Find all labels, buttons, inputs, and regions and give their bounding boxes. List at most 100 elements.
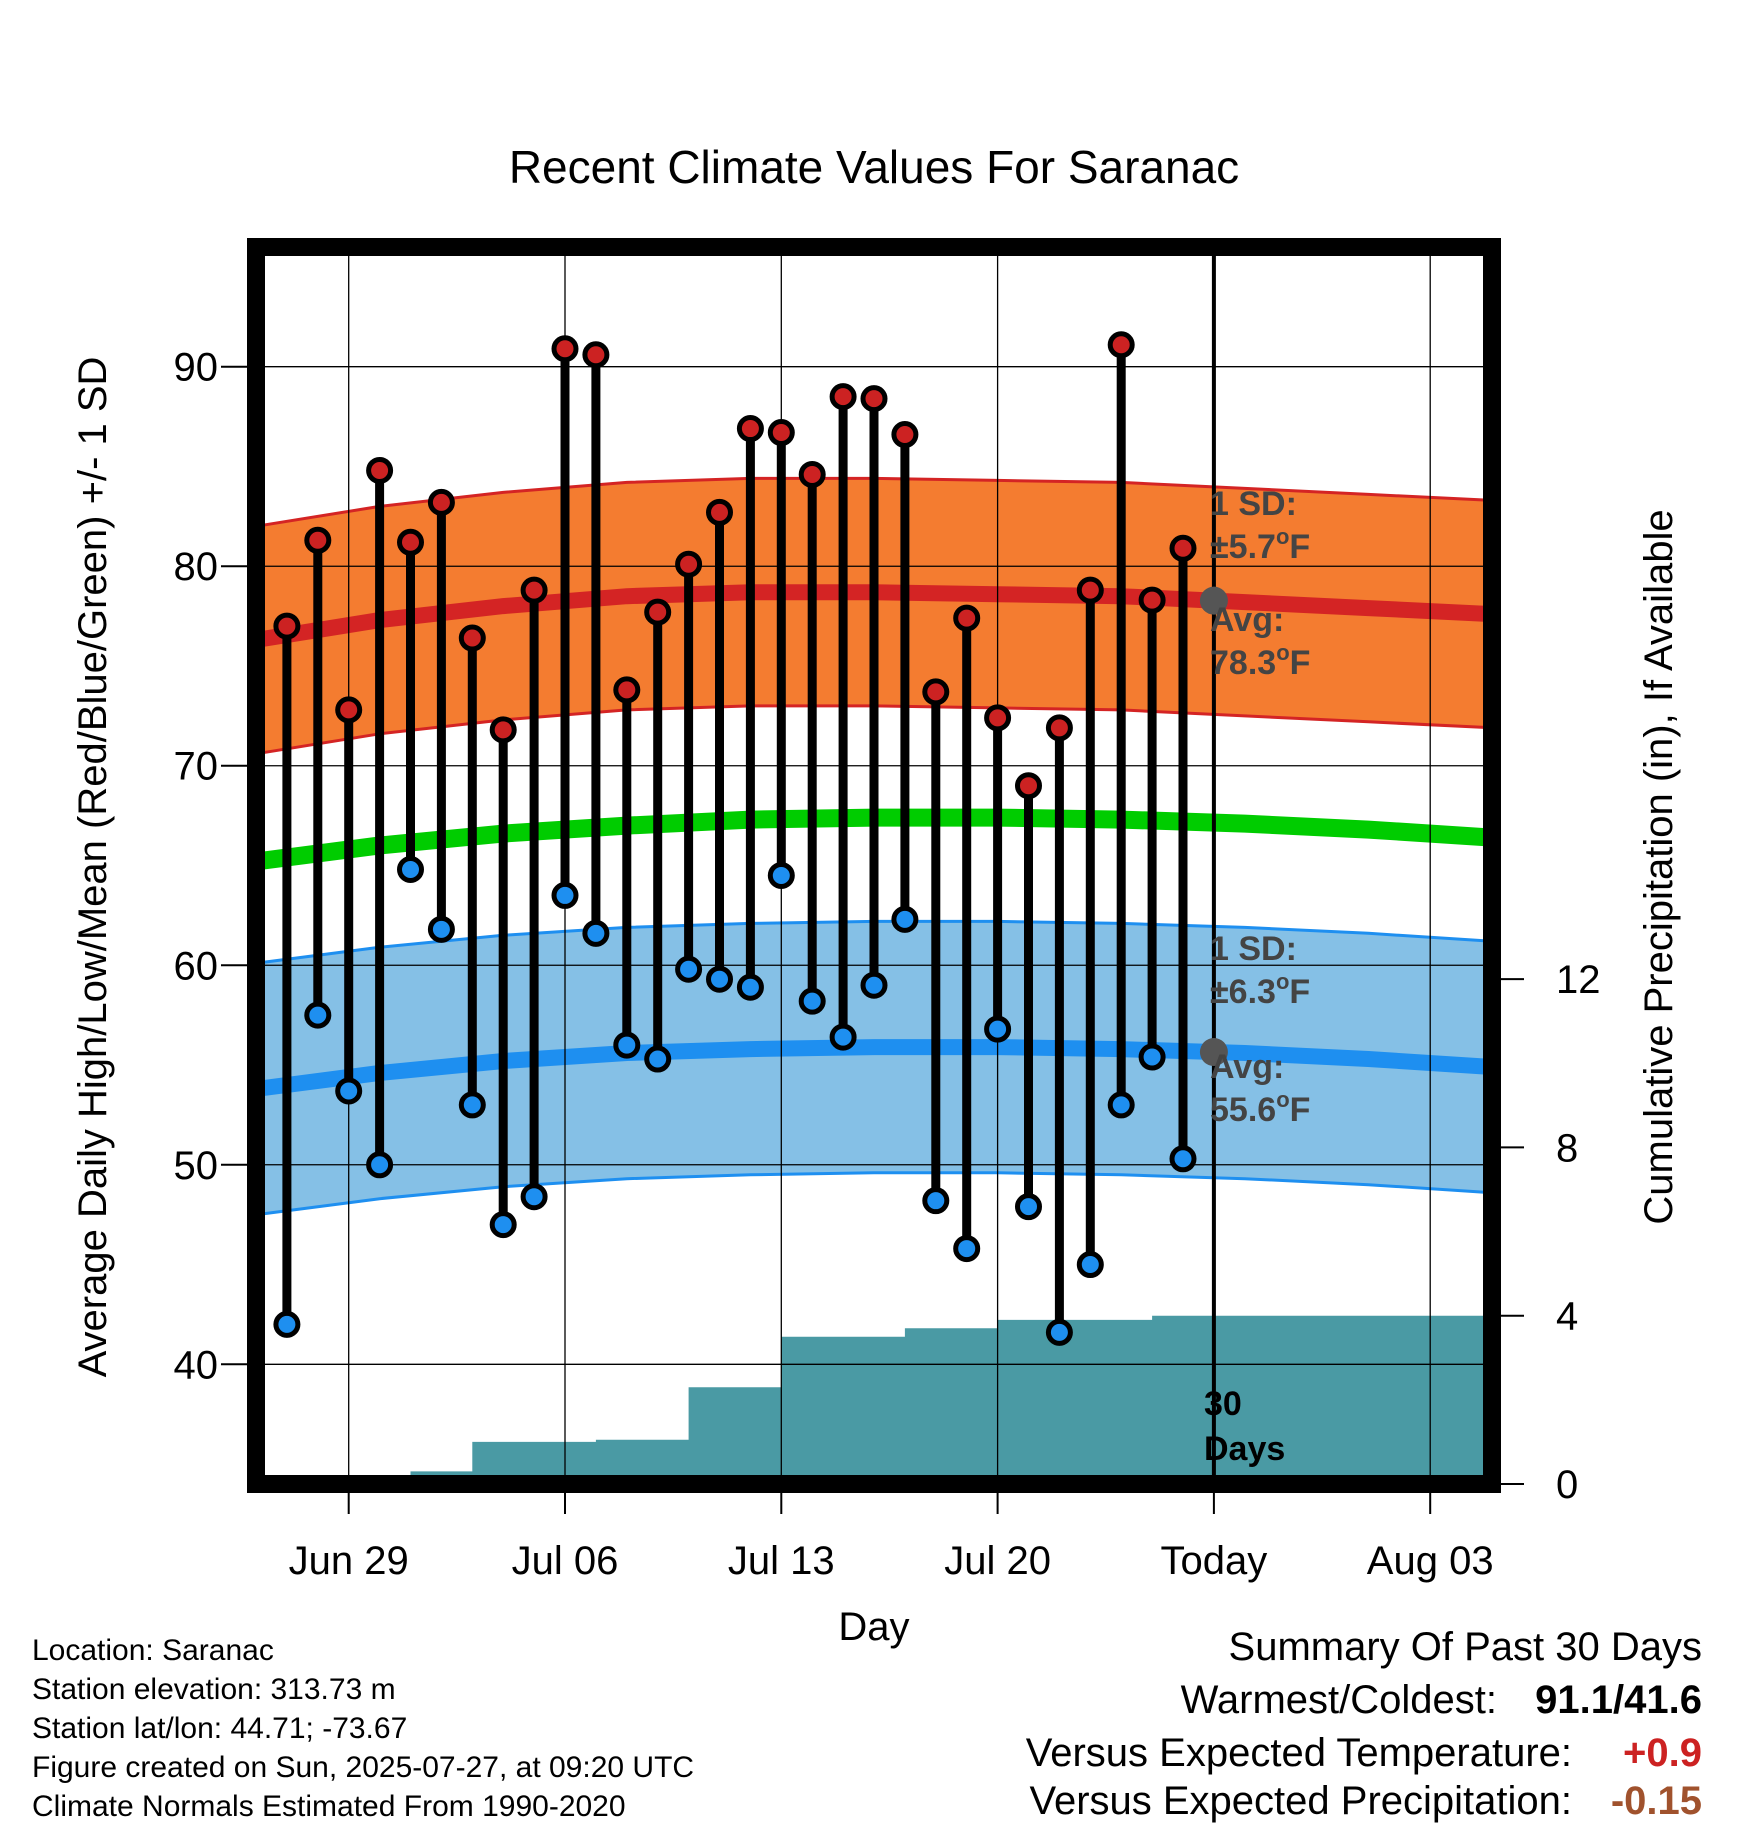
daily-high-point — [520, 576, 548, 604]
daily-high-point — [273, 612, 301, 640]
daily-high-point — [922, 678, 950, 706]
y2-tick-label: 4 — [1556, 1295, 1578, 1339]
daily-low-point — [953, 1235, 981, 1263]
annotation-low_sd-heading: 1 SD: — [1210, 930, 1297, 968]
daily-high-point — [736, 415, 764, 443]
daily-low-point — [644, 1045, 672, 1073]
daily-low-point — [984, 1015, 1012, 1043]
x-tick-label: Today — [1161, 1539, 1268, 1583]
annotation-high_avg-value: 78.3oF — [1210, 640, 1310, 682]
degree-superscript: o — [1276, 969, 1289, 994]
daily-high-point — [984, 704, 1012, 732]
axes-layer: 40 50 60 70 80 90 0 4 8 12 Jun 29 Jul 06 Jul 13 Jul 2… — [174, 346, 1601, 1583]
degree-superscript: o — [1276, 1087, 1289, 1112]
x-tick-label: Jul 13 — [728, 1539, 835, 1583]
annotation-high_sd-heading: 1 SD: — [1210, 485, 1297, 523]
summary-temp-label: Versus Expected Temperature: — [1026, 1731, 1572, 1775]
low-sd-band-lower-edge — [255, 1171, 1493, 1217]
daily-high-point — [427, 488, 455, 516]
annotation-low_sd-value: ±6.3oF — [1210, 969, 1310, 1011]
daily-low-point — [520, 1183, 548, 1211]
daily-high-point — [644, 598, 672, 626]
daily-low-point — [798, 987, 826, 1015]
annotation-low_avg-value: 55.6oF — [1210, 1087, 1310, 1129]
daily-low-point — [736, 973, 764, 1001]
summary-warmest-value: 91.1/41.6 — [1535, 1678, 1702, 1722]
x-tick-label: Jun 29 — [289, 1539, 409, 1583]
x-tick-label: Jul 06 — [512, 1539, 619, 1583]
summary-warmest-label: Warmest/Coldest: — [1181, 1678, 1497, 1722]
daily-high-point — [860, 385, 888, 413]
today-window-label-line2: Days — [1204, 1430, 1285, 1468]
today-high-avg-marker — [1199, 586, 1228, 615]
daily-high-point — [304, 526, 332, 554]
y-axis-label: Average Daily High/Low/Mean (Red/Blue/Gr… — [71, 357, 115, 1378]
daily-low-point — [860, 971, 888, 999]
daily-low-point — [582, 919, 610, 947]
daily-low-point — [489, 1211, 517, 1239]
footer-normals: Climate Normals Estimated From 1990-2020 — [32, 1790, 626, 1823]
daily-high-point — [1169, 534, 1197, 562]
low-avg-line — [254, 1039, 1493, 1097]
annotation-number: ±6.3 — [1210, 973, 1276, 1011]
degree-superscript: o — [1276, 524, 1289, 549]
daily-low-point — [1045, 1318, 1073, 1346]
daily-high-point — [551, 335, 579, 363]
daily-high-point — [1045, 714, 1073, 742]
daily-low-point — [304, 1001, 332, 1029]
annotation-high_sd-value: ±5.7oF — [1210, 524, 1310, 566]
plot-frame — [247, 238, 1501, 1493]
daily-high-point — [675, 550, 703, 578]
station-info: Location: Saranac Station elevation: 313… — [32, 1634, 694, 1823]
y-tick-label: 90 — [174, 346, 219, 390]
daily-high-point — [489, 716, 517, 744]
summary-temp-value: +0.9 — [1623, 1731, 1702, 1775]
daily-low-point — [397, 855, 424, 883]
y-tick-label: 60 — [174, 944, 219, 988]
daily-low-point — [1107, 1091, 1135, 1119]
daily-low-point — [613, 1031, 641, 1059]
daily-low-point — [1169, 1145, 1197, 1173]
daily-low-point — [891, 905, 919, 933]
footer-created: Figure created on Sun, 2025-07-27, at 09… — [32, 1751, 694, 1784]
daily-high-point — [1138, 586, 1166, 614]
daily-low-point — [1076, 1251, 1104, 1279]
daily-low-point — [273, 1310, 301, 1338]
summary-title: Summary Of Past 30 Days — [1229, 1625, 1702, 1669]
today-marker-layer — [1199, 247, 1228, 1484]
x-tick-label: Aug 03 — [1367, 1539, 1494, 1583]
unit: F — [1289, 973, 1310, 1011]
daily-low-point — [767, 861, 795, 889]
y2-tick-label: 8 — [1556, 1126, 1578, 1170]
daily-high-point — [458, 624, 486, 652]
x-axis-label: Day — [838, 1605, 909, 1649]
today-low-avg-marker — [1199, 1038, 1228, 1067]
unit: F — [1290, 644, 1311, 682]
daily-high-point — [1015, 772, 1042, 800]
daily-low-point — [675, 955, 703, 983]
daily-low-point — [1015, 1193, 1042, 1221]
unit: F — [1290, 1091, 1311, 1129]
daily-low-point — [1138, 1043, 1166, 1071]
summary-panel: Summary Of Past 30 Days Warmest/Coldest:… — [1026, 1625, 1702, 1823]
summary-precip-value: -0.15 — [1611, 1779, 1702, 1823]
daily-low-point — [551, 881, 579, 909]
summary-precip-label: Versus Expected Precipitation: — [1029, 1779, 1572, 1823]
daily-high-point — [335, 696, 363, 724]
annotation-number: 78.3 — [1210, 644, 1276, 682]
y2-axis-label: Cumulative Precipitation (in), If Availa… — [1637, 509, 1681, 1224]
degree-superscript: o — [1276, 640, 1289, 665]
y-tick-label: 50 — [174, 1144, 219, 1188]
daily-high-point — [397, 528, 424, 556]
x-tick-label: Jul 20 — [944, 1539, 1051, 1583]
daily-low-point — [922, 1187, 950, 1215]
annotation-high_avg-heading: Avg: — [1210, 601, 1284, 639]
daily-low-point — [829, 1023, 857, 1051]
footer-elevation: Station elevation: 313.73 m — [32, 1673, 396, 1706]
daily-low-point — [706, 965, 733, 993]
annotation-low_avg-heading: Avg: — [1210, 1048, 1284, 1086]
daily-high-point — [366, 456, 394, 484]
chart-title: Recent Climate Values For Saranac — [509, 141, 1239, 193]
